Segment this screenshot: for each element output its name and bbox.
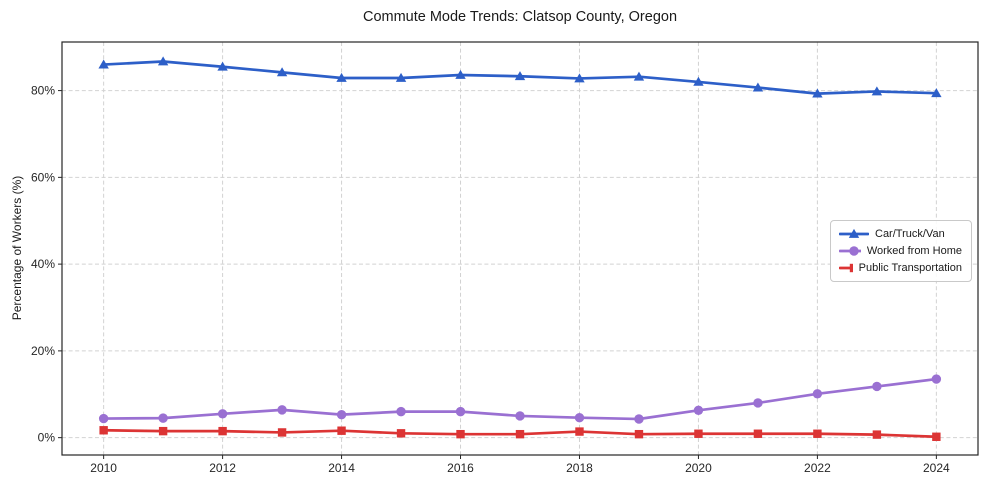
plot-frame [61, 41, 979, 456]
data-point-marker [872, 381, 882, 392]
data-point-marker [849, 246, 859, 256]
data-point-marker [812, 88, 823, 98]
x-tick-label: 2012 [209, 461, 236, 475]
data-point-marker [872, 430, 882, 439]
data-point-marker [218, 426, 227, 436]
data-point-marker [848, 228, 860, 238]
x-tick-label: 2022 [804, 461, 831, 475]
data-point-marker [395, 72, 407, 82]
data-point-marker [932, 432, 941, 441]
data-point-marker [336, 409, 347, 420]
data-point-marker [396, 406, 406, 417]
x-tick-label: 2020 [685, 461, 712, 475]
data-point-marker [634, 414, 644, 424]
y-tick-label: 20% [31, 344, 55, 358]
data-point-marker [158, 426, 168, 436]
data-point-marker [633, 71, 645, 81]
legend-item-car-truck-van: Car/Truck/Van [839, 227, 962, 241]
data-point-marker [98, 59, 109, 69]
data-point-marker [217, 61, 228, 71]
data-point-marker [337, 426, 346, 435]
data-point-marker [514, 71, 526, 81]
data-point-marker [849, 263, 853, 273]
x-tick-label: 2018 [566, 461, 593, 475]
data-point-marker [515, 411, 525, 421]
x-tick-label: 2024 [923, 461, 950, 475]
data-point-marker [455, 406, 466, 417]
legend: Car/Truck/Van Worked from Home Public Tr… [830, 220, 972, 282]
legend-label: Worked from Home [866, 245, 962, 257]
data-point-marker [99, 426, 108, 435]
data-point-marker [455, 69, 466, 79]
data-point-marker [277, 428, 287, 437]
data-point-marker [752, 82, 764, 92]
data-point-marker [812, 389, 823, 399]
data-point-marker [693, 76, 704, 86]
worked-from-home-line-icon [839, 246, 861, 256]
legend-item-worked-from-home: Worked from Home [839, 244, 962, 258]
data-point-marker [98, 413, 109, 424]
data-point-marker [157, 56, 169, 66]
data-point-marker [276, 67, 288, 77]
data-point-marker [931, 88, 942, 98]
chart-title: Commute Mode Trends: Clatsop County, Ore… [362, 9, 678, 25]
legend-label: Public Transportation [858, 262, 962, 274]
public-transportation-line-icon [839, 263, 853, 273]
data-point-marker [158, 413, 168, 423]
data-point-marker [574, 412, 585, 423]
data-point-marker [753, 398, 763, 408]
car-truck-van-line-icon [839, 228, 869, 238]
y-tick-label: 40% [31, 257, 55, 271]
data-point-marker [515, 429, 525, 439]
data-point-marker [694, 429, 703, 438]
data-point-marker [396, 429, 406, 438]
data-point-marker [693, 405, 704, 416]
data-point-marker [753, 429, 763, 438]
data-point-marker [336, 72, 347, 82]
data-point-marker [871, 86, 883, 96]
data-point-marker [931, 374, 942, 384]
data-point-marker [574, 73, 585, 83]
data-point-marker [813, 429, 822, 438]
legend-label: Car/Truck/Van [875, 228, 945, 240]
x-tick-label: 2014 [328, 461, 355, 475]
legend-item-public-transportation: Public Transportation [839, 261, 962, 275]
data-point-marker [634, 429, 644, 439]
x-tick-label: 2016 [447, 461, 474, 475]
data-point-marker [456, 429, 465, 439]
data-point-marker [575, 427, 584, 436]
y-tick-label: 60% [31, 170, 55, 184]
data-point-marker [217, 409, 228, 419]
data-point-marker [277, 405, 287, 415]
y-tick-label: 80% [31, 84, 55, 98]
x-tick-label: 2010 [90, 461, 117, 475]
y-tick-label: 0% [38, 431, 56, 445]
